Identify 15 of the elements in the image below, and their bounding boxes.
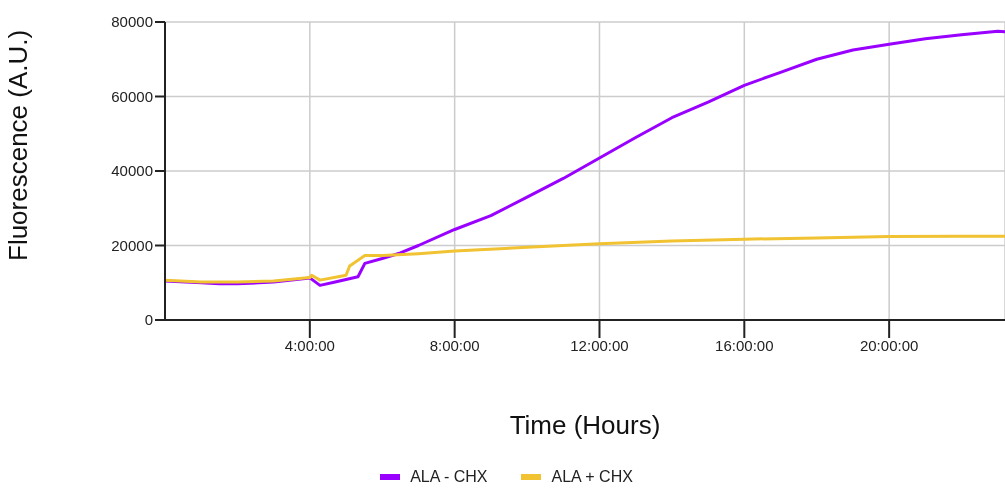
x-tick-label: 12:00:00	[570, 336, 629, 354]
x-tick-label: 20:00:00	[859, 336, 919, 354]
x-tick-label: 16:00:00	[715, 336, 774, 354]
x-tick-label: 8:00:00	[429, 336, 480, 354]
y-tick-label: 80000	[111, 13, 153, 31]
y-axis-title: Fluorescence (A.U.)	[3, 29, 34, 261]
y-tick-label: 0	[144, 311, 153, 329]
y-tick-label: 20000	[111, 236, 153, 254]
x-tick-label: 4:00:00	[284, 336, 335, 354]
legend-label: ALA + CHX	[551, 468, 633, 486]
y-tick-label: 40000	[111, 162, 153, 180]
y-tick-label: 60000	[111, 87, 153, 105]
line-series	[165, 234, 1005, 284]
x-axis-title: Time (Hours)	[509, 410, 661, 440]
legend-label: ALA - CHX	[410, 468, 488, 486]
